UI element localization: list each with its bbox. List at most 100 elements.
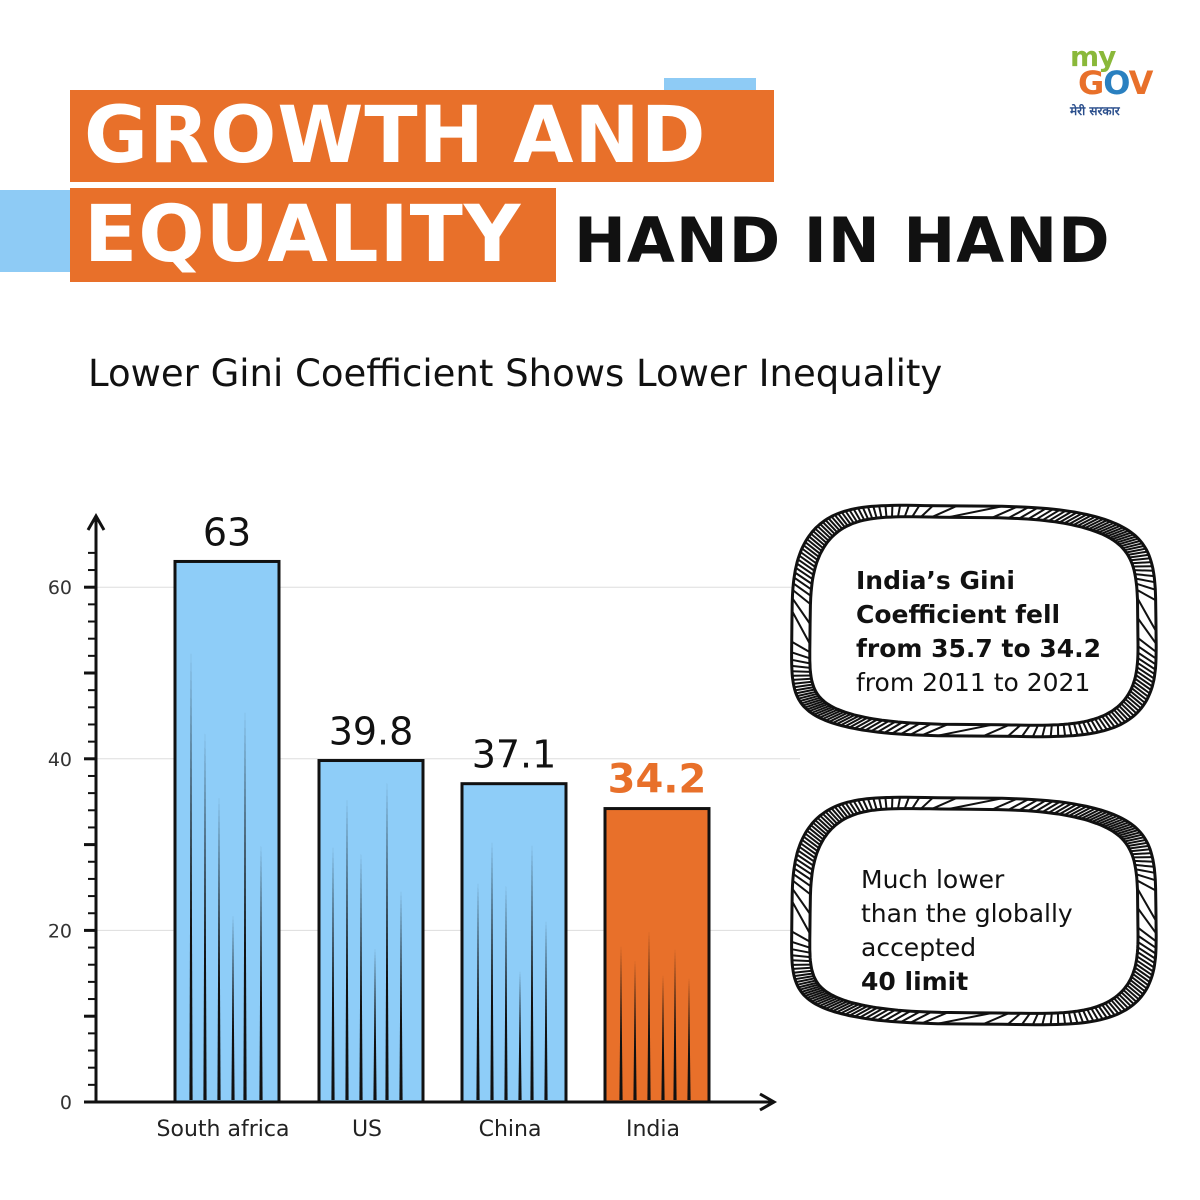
callout-border-stroke (796, 853, 815, 867)
callout-border-stroke (821, 998, 842, 1009)
callout-border-stroke (797, 849, 815, 863)
callout-border-stroke (1134, 677, 1152, 691)
callout-border-stroke (808, 991, 829, 1001)
callout-border-stroke (1111, 531, 1132, 541)
callout-border-stroke (1136, 666, 1155, 680)
callout-border-stroke (1007, 798, 1029, 811)
callout-border-stroke (791, 900, 811, 934)
accent-bar-left (0, 190, 70, 272)
bar-texture-stroke (673, 948, 677, 1100)
callout-border-stroke (1126, 695, 1142, 710)
callout-line: 40 limit (861, 967, 969, 996)
callout-border-stroke (848, 509, 858, 523)
callout-border-stroke (1137, 657, 1156, 671)
callout-border-stroke (853, 1006, 873, 1018)
callout-border-stroke (1104, 1002, 1116, 1016)
callout-border-stroke (864, 719, 884, 732)
logo-gov-g: G (1078, 64, 1104, 102)
callout-border-stroke (806, 990, 827, 999)
callout-global-limit-text: Much lower than the globally accepted 40… (861, 863, 1073, 999)
callout-border-stroke (921, 723, 949, 737)
callout-border-stroke (837, 804, 849, 819)
callout-border-stroke (1115, 707, 1129, 721)
bar-texture-stroke (619, 945, 623, 1100)
callout-border-stroke (1136, 873, 1156, 882)
callout-border-stroke (1086, 720, 1095, 734)
callout-border-stroke (791, 640, 811, 653)
callout-border-stroke (1098, 815, 1118, 826)
callout-border-stroke (1133, 969, 1151, 984)
callout-border-stroke (837, 512, 849, 527)
bar-value-label: 63 (203, 510, 251, 554)
callout-line: India’s Gini (856, 566, 1015, 595)
callout-border-stroke (1090, 719, 1100, 733)
callout-border-stroke (1122, 542, 1143, 550)
callout-border-stroke (798, 692, 818, 700)
callout-border-stroke (1118, 829, 1139, 837)
bar-texture-stroke (661, 974, 665, 1100)
callout-border-stroke (802, 698, 823, 707)
callout-border-stroke (795, 566, 814, 581)
callout-border-stroke (806, 538, 823, 552)
callout-border-stroke (891, 1010, 911, 1023)
callout-border-stroke (1134, 966, 1152, 980)
callout-border-stroke (983, 1012, 1010, 1025)
callout-border-stroke (1124, 544, 1145, 552)
callout-border-stroke (801, 838, 819, 853)
callout-border-stroke (1136, 879, 1157, 892)
callout-border-stroke (840, 715, 860, 727)
callout-bubble (790, 795, 1158, 1027)
title-line-1: GROWTH AND (70, 90, 774, 182)
callout-border-stroke (1101, 1004, 1112, 1018)
gini-bar-chart: 0 20 40 60 63 South africa 39.8 US 37.1 China 34.2… (48, 510, 800, 1142)
callout-border-stroke (1120, 831, 1141, 839)
callout-border-stroke (799, 842, 817, 856)
callout-border-stroke (1086, 1008, 1095, 1022)
callout-border-stroke (808, 703, 829, 713)
callout-border-stroke (813, 994, 833, 1004)
callout-border-stroke (825, 999, 845, 1010)
callout-border-stroke (833, 806, 846, 820)
callout-border-stroke (937, 1011, 993, 1025)
bar-texture-stroke (385, 780, 389, 1100)
callout-border-stroke (1094, 813, 1115, 824)
callout-border-stroke (1109, 821, 1130, 831)
callout-border-stroke (1130, 976, 1148, 990)
callout-border-stroke (1101, 715, 1112, 730)
callout-border-stroke (1068, 805, 1088, 817)
callout-border-stroke (947, 797, 1003, 811)
callout-border-stroke (1136, 589, 1157, 602)
callout-border-stroke (1067, 723, 1073, 736)
callout-border-stroke (1007, 506, 1029, 519)
bar-texture-stroke (530, 843, 534, 1100)
callout-border-stroke (844, 1004, 864, 1016)
callout-border-stroke (920, 796, 934, 810)
callout-border-stroke (1136, 582, 1156, 591)
callout-border-stroke (794, 862, 813, 876)
callout-border-stroke (1136, 597, 1157, 632)
bar-texture-stroke (687, 977, 691, 1100)
callout-border-stroke (793, 972, 814, 978)
callout-border-stroke (1129, 979, 1146, 993)
callout-line: from 2011 to 2021 (856, 668, 1091, 697)
callout-border-stroke (1135, 577, 1155, 584)
callout-border-stroke (1124, 986, 1140, 1001)
callout-border-stroke (791, 930, 811, 943)
bar-texture-stroke (476, 881, 480, 1100)
callout-border-stroke (861, 798, 870, 812)
callout-border-stroke (1109, 529, 1130, 539)
callout-border-stroke (1077, 1010, 1085, 1024)
callout-border-stroke (799, 983, 819, 991)
bar-texture-stroke (399, 889, 403, 1100)
y-tick-label: 0 (60, 1092, 72, 1114)
callout-border-stroke (1118, 537, 1139, 546)
callout-border-stroke (1118, 993, 1132, 1008)
callout-border-stroke (857, 799, 866, 813)
callout-border-stroke (796, 979, 817, 986)
callout-border-stroke (1053, 510, 1073, 523)
callout-border-stroke (1091, 812, 1112, 823)
callout-border-stroke (798, 981, 818, 989)
callout-border-stroke (819, 814, 834, 829)
callout-border-stroke (1113, 533, 1135, 542)
callout-border-stroke (1129, 844, 1149, 850)
